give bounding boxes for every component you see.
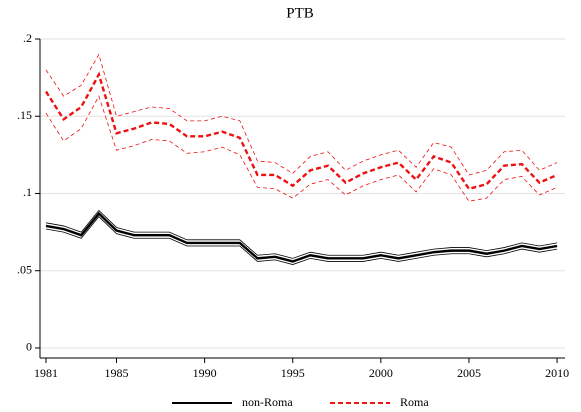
upper-bound xyxy=(45,209,558,259)
chart-title: PTB xyxy=(286,5,314,21)
y-tick-label: .2 xyxy=(23,31,32,45)
legend-label: Roma xyxy=(400,395,429,409)
series-line xyxy=(45,211,558,263)
y-tick-label: .15 xyxy=(17,108,32,122)
y-tick-label: .05 xyxy=(17,262,32,276)
y-tick-label: .1 xyxy=(23,185,32,199)
series-line xyxy=(44,71,558,191)
legend-label: non-Roma xyxy=(242,395,293,409)
lower-bound xyxy=(45,95,558,202)
x-tick-label: 2010 xyxy=(545,366,569,380)
y-tick-label: 0 xyxy=(26,340,32,354)
x-tick-label: 1981 xyxy=(34,366,58,380)
x-tick-label: 1995 xyxy=(281,366,305,380)
x-tick-label: 2000 xyxy=(369,366,393,380)
x-tick-label: 1990 xyxy=(193,366,217,380)
lower-bound xyxy=(45,216,558,265)
upper-bound xyxy=(45,53,558,176)
x-tick-label: 2005 xyxy=(457,366,481,380)
x-tick-label: 1985 xyxy=(104,366,128,380)
